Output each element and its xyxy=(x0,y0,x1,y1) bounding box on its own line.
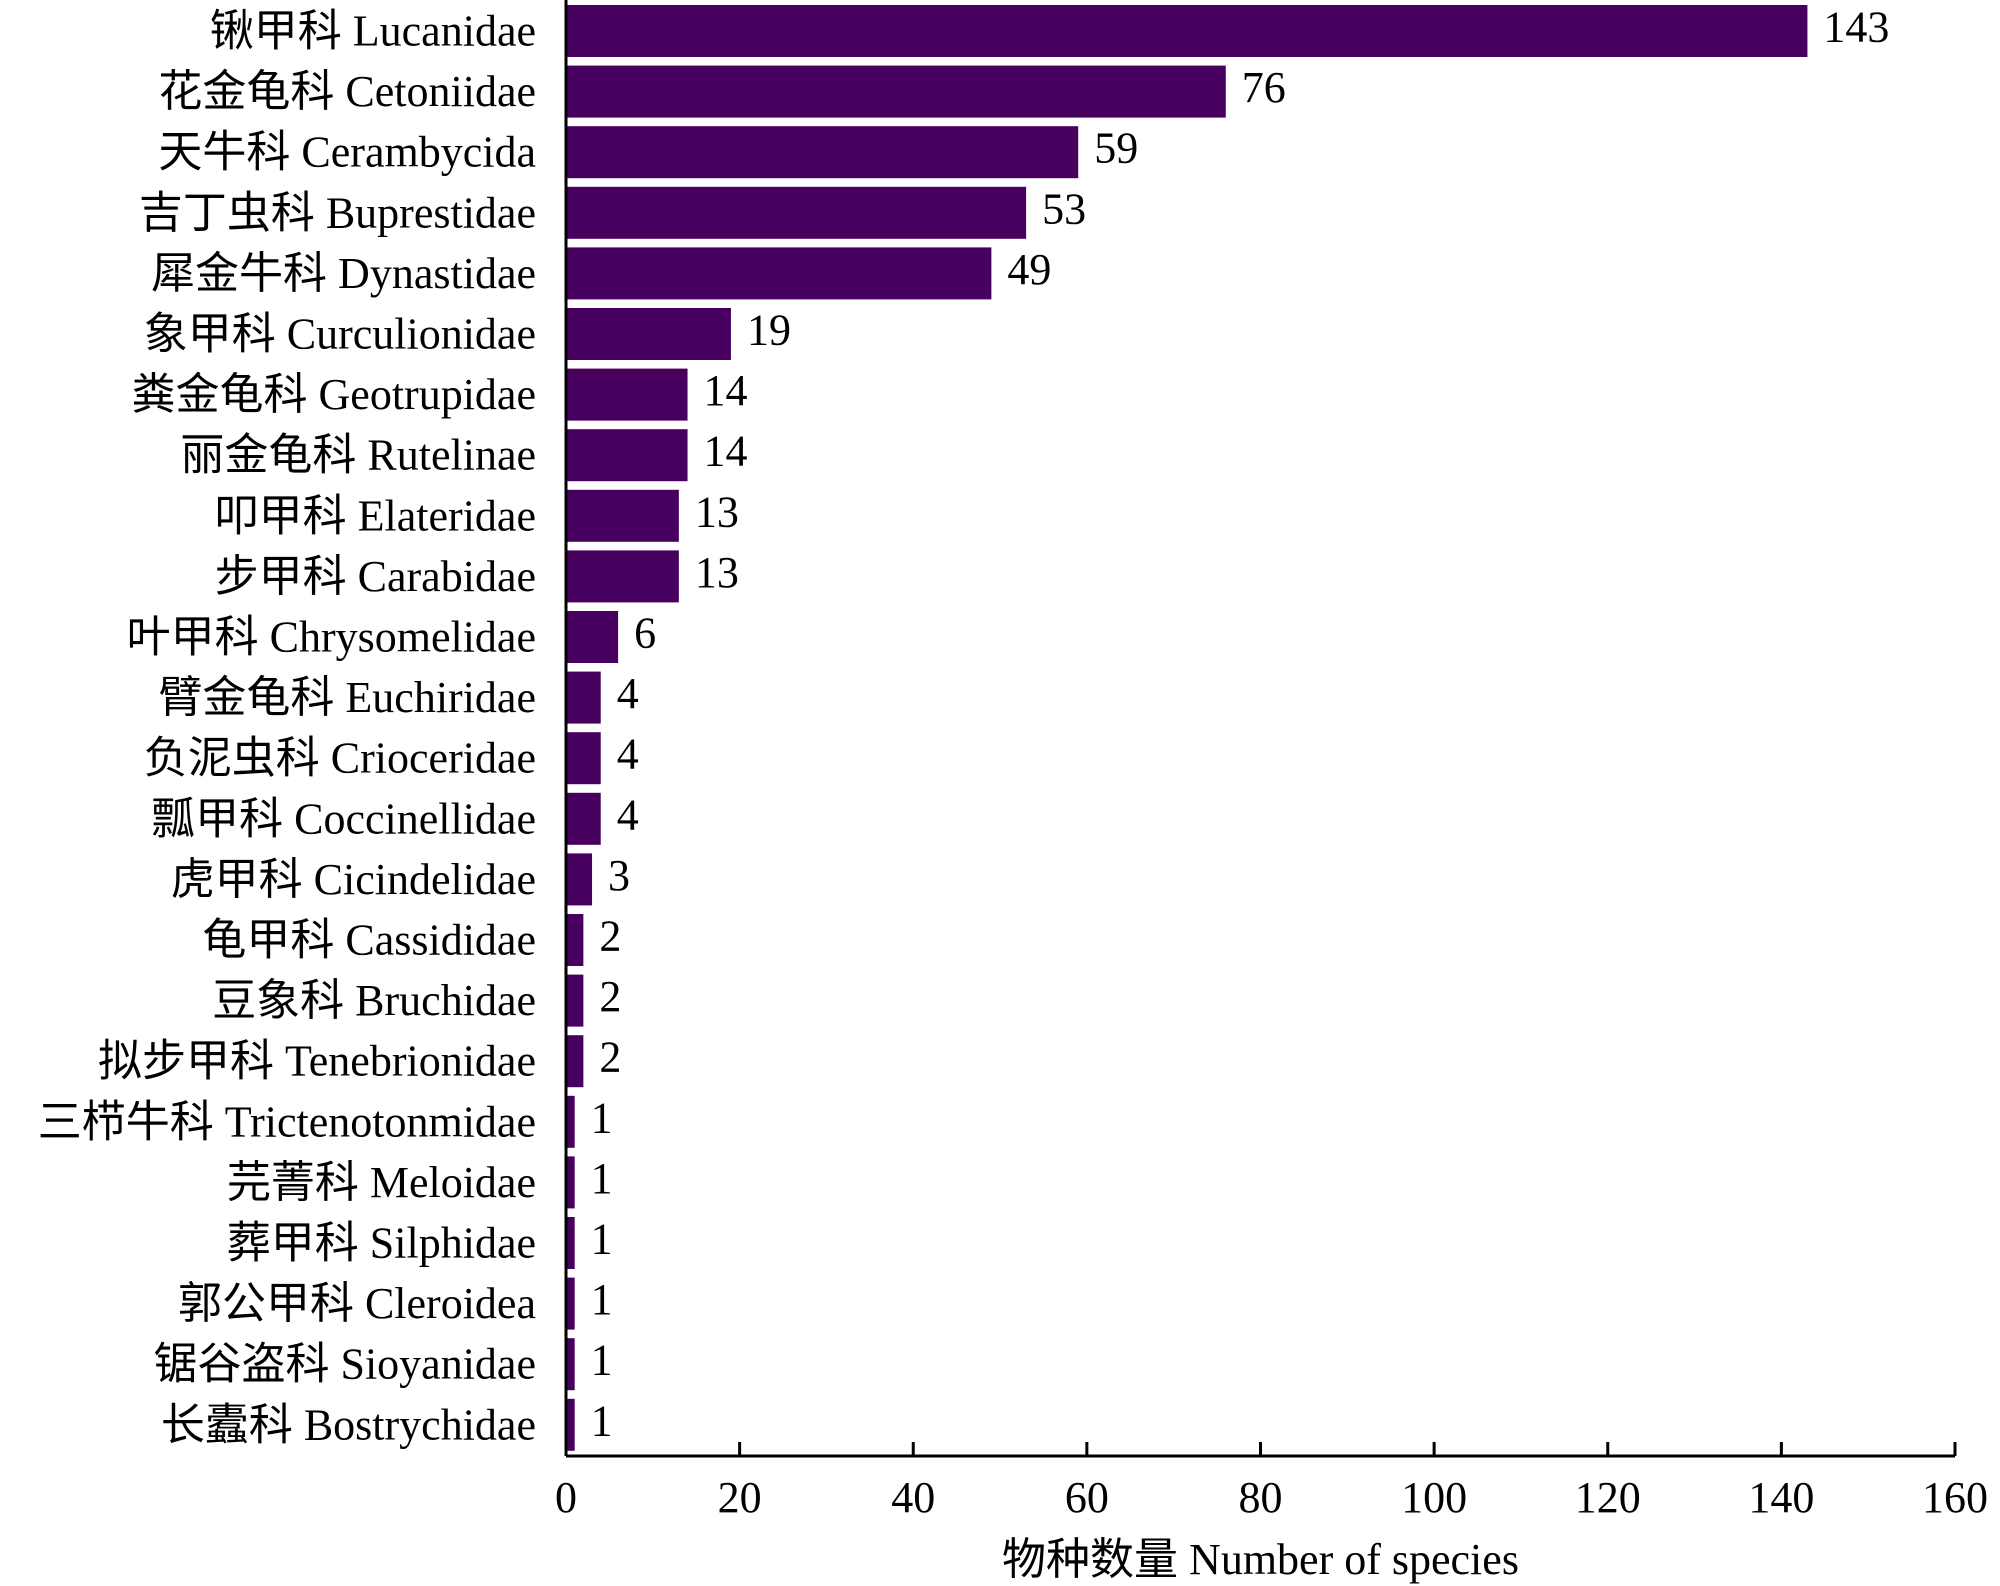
category-label: 花金龟科 Cetoniidae xyxy=(158,67,536,116)
bar xyxy=(566,368,688,421)
bar xyxy=(566,1338,575,1391)
category-label: 豆象科 Bruchidae xyxy=(212,976,536,1025)
value-label: 13 xyxy=(695,548,739,597)
value-label: 4 xyxy=(617,790,639,839)
bar xyxy=(566,611,619,663)
category-label: 三栉牛科 Trictenotonmidae xyxy=(38,1097,536,1146)
bar xyxy=(566,186,1027,239)
bar xyxy=(566,550,679,603)
bar xyxy=(566,1035,584,1088)
value-label: 6 xyxy=(634,609,656,658)
value-label: 1 xyxy=(591,1275,613,1324)
value-label: 2 xyxy=(599,972,621,1021)
category-label: 叩甲科 Elateridae xyxy=(215,491,536,540)
x-tick-label: 60 xyxy=(1065,1473,1109,1522)
x-tick-label: 20 xyxy=(718,1473,762,1522)
x-tick-label: 120 xyxy=(1575,1473,1641,1522)
category-label: 丽金龟科 Rutelinae xyxy=(180,431,536,480)
value-label: 2 xyxy=(599,1033,621,1082)
bar xyxy=(566,1277,575,1330)
bar xyxy=(566,1217,575,1269)
category-label: 犀金牛科 Dynastidae xyxy=(151,249,536,298)
x-tick-label: 100 xyxy=(1401,1473,1467,1522)
value-label: 1 xyxy=(591,1093,613,1142)
category-label: 虎甲科 Cicindelidae xyxy=(171,855,536,904)
bar xyxy=(566,974,584,1027)
value-label: 59 xyxy=(1094,124,1138,173)
value-label: 3 xyxy=(608,851,630,900)
category-label: 天牛科 Cerambycida xyxy=(158,128,536,177)
bar xyxy=(566,5,1808,57)
category-label: 瓢甲科 Coccinellidae xyxy=(151,794,536,843)
category-label: 郭公甲科 Cleroidea xyxy=(178,1279,536,1328)
bar xyxy=(566,1156,575,1209)
x-tick-label: 80 xyxy=(1239,1473,1283,1522)
bar xyxy=(566,1095,575,1148)
category-label: 粪金龟科 Geotrupidae xyxy=(132,370,536,419)
value-label: 143 xyxy=(1823,3,1889,52)
bar xyxy=(566,489,679,542)
value-label: 4 xyxy=(617,669,639,718)
value-label: 14 xyxy=(704,427,748,476)
bar xyxy=(566,853,593,906)
value-label: 1 xyxy=(591,1215,613,1264)
category-label: 锯谷盗科 Sioyanidae xyxy=(153,1340,536,1389)
bar xyxy=(566,732,601,785)
bar xyxy=(566,429,688,482)
value-label: 1 xyxy=(591,1336,613,1385)
value-label: 1 xyxy=(591,1154,613,1203)
category-label: 芫菁科 Meloidae xyxy=(227,1158,536,1207)
category-label: 吉丁虫科 Buprestidae xyxy=(139,188,536,237)
x-axis-title: 物种数量 Number of species xyxy=(1002,1535,1519,1584)
value-label: 76 xyxy=(1242,63,1286,112)
category-label: 葬甲科 Silphidae xyxy=(227,1219,536,1268)
value-label: 19 xyxy=(747,306,791,355)
category-label: 龟甲科 Cassididae xyxy=(202,916,536,965)
x-tick-label: 40 xyxy=(891,1473,935,1522)
category-labels-group: 锹甲科 Lucanidae 花金龟科 Cetoniidae 天牛科 Cerambyc… xyxy=(38,7,536,1450)
bar xyxy=(566,65,1226,118)
category-label: 叶甲科 Chrysomelidae xyxy=(127,613,536,662)
category-label: 步甲科 Carabidae xyxy=(215,552,536,601)
category-label: 长蠹科 Bostrychidae xyxy=(161,1400,536,1449)
bar xyxy=(566,792,601,845)
bar xyxy=(566,126,1079,179)
bars-group xyxy=(566,5,1808,1451)
category-label: 拟步甲科 Tenebrionidae xyxy=(98,1037,536,1086)
value-label: 49 xyxy=(1007,245,1051,294)
category-label: 臂金龟科 Euchiridae xyxy=(158,673,536,722)
bar xyxy=(566,914,584,966)
value-label: 1 xyxy=(591,1396,613,1445)
value-label: 14 xyxy=(704,366,748,415)
bar xyxy=(566,1398,575,1451)
bar xyxy=(566,308,731,360)
bar xyxy=(566,671,601,724)
category-label: 锹甲科 Lucanidae xyxy=(210,7,536,56)
bar xyxy=(566,247,992,300)
category-label: 象甲科 Curculionidae xyxy=(144,310,536,359)
x-tick-label: 0 xyxy=(555,1473,577,1522)
x-ticks-group: 0 20 40 60 80 100 120 140 160 xyxy=(555,1442,1988,1522)
value-label: 2 xyxy=(599,912,621,961)
value-label: 13 xyxy=(695,487,739,536)
x-tick-label: 140 xyxy=(1748,1473,1814,1522)
category-label: 负泥虫科 Crioceridae xyxy=(144,734,536,783)
value-label: 4 xyxy=(617,730,639,779)
value-label: 53 xyxy=(1042,184,1086,233)
x-tick-label: 160 xyxy=(1922,1473,1988,1522)
